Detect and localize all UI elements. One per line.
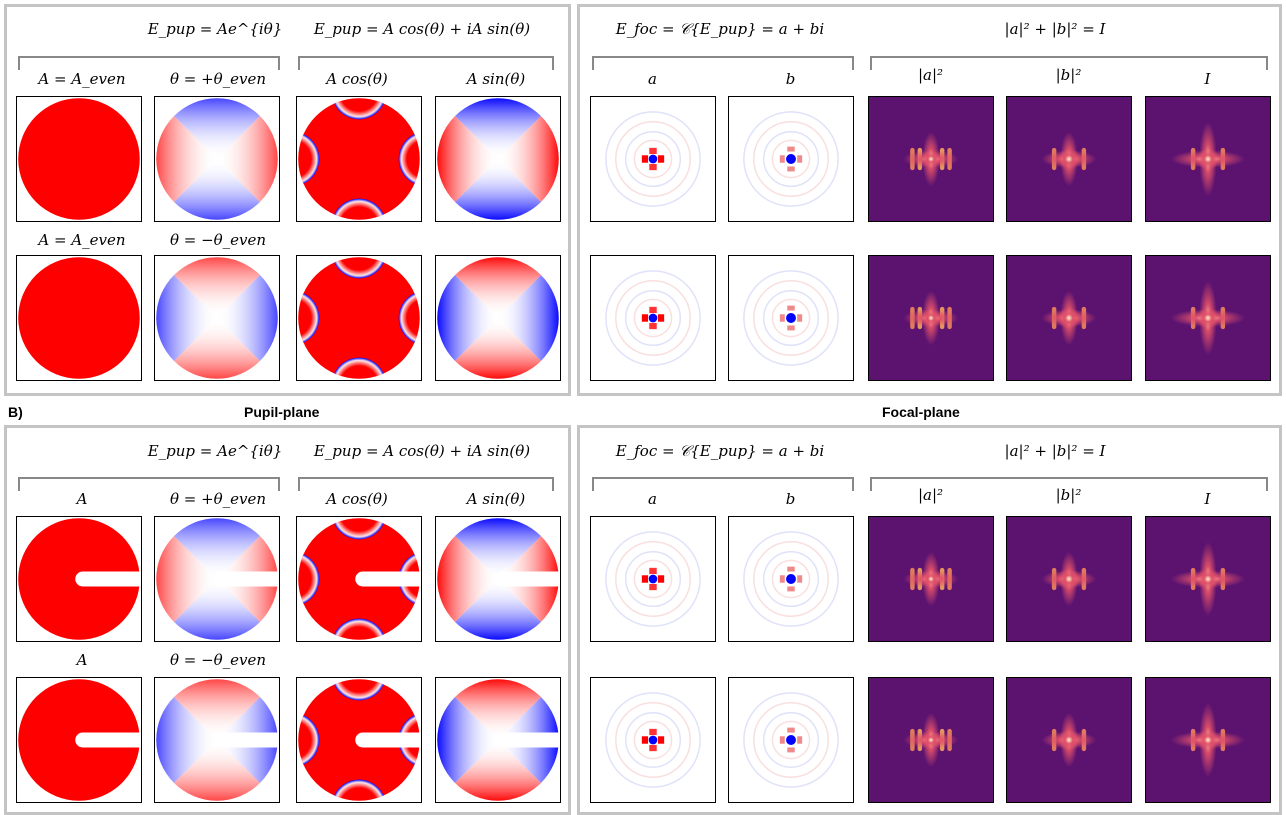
eq-pupil-sum-b: E_pup = A cos(θ) + iA sin(θ) (313, 442, 531, 460)
intensity-b2-a-bot (1006, 255, 1132, 381)
label-cos: A cos(θ) (326, 70, 388, 88)
pupil-plane-title: Pupil-plane (244, 404, 320, 420)
bracket-a-focal-ab (592, 56, 854, 70)
label-a-b: a (648, 490, 657, 508)
bracket-b-focal-int (870, 477, 1268, 491)
sin-a-top (435, 96, 561, 222)
intensity-a2-b-top (868, 516, 994, 642)
panel-a-pupil (4, 4, 571, 396)
amplitude-b-top (16, 516, 142, 642)
label-a-top-theta: θ = +θ_even (169, 70, 267, 88)
bracket-b-pupil-exp (18, 477, 280, 491)
intensity-b2-b-top (1006, 516, 1132, 642)
label-a-bot-amp: A = A_even (38, 231, 126, 249)
field-a-b-bot (590, 677, 716, 803)
cos-b-top (296, 516, 422, 642)
bracket-b-pupil-sum (298, 477, 554, 491)
label-b-bot-theta: θ = −θ_even (169, 651, 267, 669)
focal-plane-title: Focal-plane (882, 404, 960, 420)
phase-a-bot (154, 255, 280, 381)
intensity-b2-a-top (1006, 96, 1132, 222)
eq-focal-intensity: |a|² + |b|² = I (1004, 20, 1106, 38)
eq-pupil-exp: E_pup = Ae^{iθ} (147, 20, 283, 38)
label-a-top-amp: A = A_even (38, 70, 126, 88)
label-sin-b: A sin(θ) (466, 490, 526, 508)
panel-b-pupil (4, 425, 571, 815)
panel-b-focal (577, 425, 1282, 815)
label-b2-b: |b|² (1055, 486, 1082, 504)
amplitude-b-bot (16, 677, 142, 803)
eq-pupil-sum: E_pup = A cos(θ) + iA sin(θ) (313, 20, 531, 38)
intensity-I-a-bot (1145, 255, 1271, 381)
cos-a-top (296, 96, 422, 222)
sin-b-top (435, 516, 561, 642)
intensity-a2-a-bot (868, 255, 994, 381)
field-b-a-top (728, 96, 854, 222)
intensity-I-b-bot (1145, 677, 1271, 803)
field-b-b-top (728, 516, 854, 642)
intensity-b2-b-bot (1006, 677, 1132, 803)
label-I: I (1204, 70, 1211, 88)
label-b2: |b|² (1055, 66, 1082, 84)
eq-pupil-exp-b: E_pup = Ae^{iθ} (147, 442, 283, 460)
bracket-b-focal-ab (592, 477, 854, 491)
eq-focal-fourier-b: E_foc = 𝒞{E_pup} = a + bi (615, 442, 825, 460)
label-b-b: b (785, 490, 796, 508)
cos-a-bot (296, 255, 422, 381)
bracket-a-pupil-sum (298, 56, 554, 70)
field-b-a-bot (728, 255, 854, 381)
label-a2: |a|² (917, 66, 944, 84)
label-b: b (785, 70, 796, 88)
eq-focal-fourier: E_foc = 𝒞{E_pup} = a + bi (615, 20, 825, 38)
intensity-a2-b-bot (868, 677, 994, 803)
cos-b-bot (296, 677, 422, 803)
amplitude-a-top (16, 96, 142, 222)
label-cos-b: A cos(θ) (326, 490, 388, 508)
intensity-a2-a-top (868, 96, 994, 222)
phase-b-top (154, 516, 280, 642)
label-I-b: I (1204, 490, 1211, 508)
intensity-I-a-top (1145, 96, 1271, 222)
amplitude-a-bot (16, 255, 142, 381)
sin-b-bot (435, 677, 561, 803)
field-a-b-top (590, 516, 716, 642)
bracket-a-focal-int (870, 56, 1268, 70)
eq-focal-intensity-b: |a|² + |b|² = I (1004, 442, 1106, 460)
label-a-bot-theta: θ = −θ_even (169, 231, 267, 249)
panel-a-focal (577, 4, 1282, 396)
field-b-b-bot (728, 677, 854, 803)
label-b-top-theta: θ = +θ_even (169, 490, 267, 508)
intensity-I-b-top (1145, 516, 1271, 642)
panel-b-label: B) (8, 404, 23, 420)
phase-b-bot (154, 677, 280, 803)
phase-a-top (154, 96, 280, 222)
label-b-top-amp: A (76, 490, 88, 508)
bracket-a-pupil-exp (18, 56, 280, 70)
sin-a-bot (435, 255, 561, 381)
label-a: a (648, 70, 657, 88)
field-a-a-bot (590, 255, 716, 381)
field-a-a-top (590, 96, 716, 222)
label-a2-b: |a|² (917, 486, 944, 504)
label-sin: A sin(θ) (466, 70, 526, 88)
label-b-bot-amp: A (76, 651, 88, 669)
